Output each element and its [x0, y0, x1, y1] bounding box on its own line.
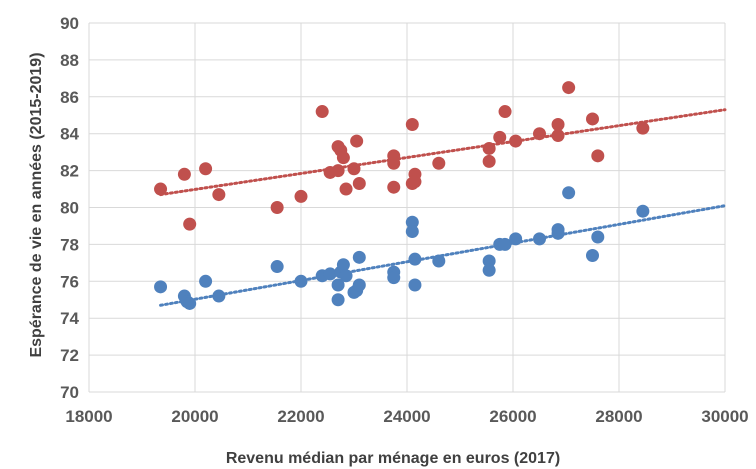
y-tick-label: 84 [60, 125, 79, 144]
data-point [509, 134, 523, 148]
data-point [482, 154, 496, 168]
data-point [562, 81, 576, 95]
data-point [294, 189, 308, 203]
data-point [212, 289, 226, 303]
data-point [154, 280, 168, 294]
y-tick-label: 90 [60, 14, 79, 33]
x-tick-label: 28000 [595, 407, 642, 426]
data-point [352, 177, 366, 191]
data-point [183, 296, 197, 310]
data-point [315, 105, 329, 119]
data-point [551, 226, 565, 240]
data-point [432, 156, 446, 170]
data-point [482, 141, 496, 155]
data-point [432, 254, 446, 268]
trendline [159, 204, 727, 307]
y-tick-label: 70 [60, 383, 79, 402]
data-point [493, 130, 507, 144]
x-tick-label: 22000 [277, 407, 324, 426]
trendlines [159, 108, 727, 307]
data-point [533, 127, 546, 141]
data-point [350, 134, 364, 148]
data-point [323, 267, 337, 281]
x-tick-label: 26000 [489, 407, 536, 426]
x-tick-label: 30000 [701, 407, 748, 426]
data-point [212, 188, 226, 202]
data-point [387, 156, 401, 170]
x-tick-label: 20000 [171, 407, 218, 426]
data-point [339, 269, 353, 283]
y-tick-label: 82 [60, 162, 79, 181]
data-point [591, 149, 605, 163]
data-point [336, 151, 350, 165]
data-point [509, 232, 523, 246]
data-point [347, 162, 361, 176]
data-point [482, 263, 496, 277]
data-point [405, 117, 419, 131]
y-tick-label: 74 [60, 309, 79, 328]
data-point [562, 186, 576, 200]
y-tick-label: 86 [60, 88, 79, 107]
data-point [586, 112, 599, 126]
y-tick-label: 72 [60, 346, 79, 365]
x-axis-title: Revenu médian par ménage en euros (2017) [226, 450, 560, 467]
y-axis-ticks: 70 72 74 76 78 80 82 84 86 88 90 [60, 14, 79, 402]
data-point [352, 278, 366, 292]
data-point [294, 274, 308, 288]
data-point [177, 167, 191, 181]
data-point [498, 105, 512, 119]
data-point [405, 215, 419, 229]
trendline [159, 108, 727, 197]
data-point [551, 117, 565, 131]
data-point [498, 237, 512, 251]
y-tick-label: 76 [60, 272, 79, 291]
data-point [405, 224, 419, 238]
data-point [154, 182, 168, 196]
x-tick-label: 18000 [65, 407, 112, 426]
x-tick-label: 24000 [383, 407, 430, 426]
y-tick-label: 78 [60, 235, 79, 254]
data-point [339, 182, 353, 196]
data-point [408, 278, 422, 292]
data-points [154, 81, 650, 310]
data-point [183, 217, 197, 231]
data-point [636, 121, 650, 135]
data-point [199, 162, 213, 176]
data-point [331, 164, 345, 178]
data-point [199, 274, 213, 288]
data-point [331, 278, 345, 292]
y-tick-label: 80 [60, 199, 79, 218]
gridlines [88, 22, 726, 393]
data-point [533, 232, 546, 246]
data-point [591, 230, 605, 244]
data-point [336, 258, 350, 272]
data-point [586, 248, 599, 262]
data-point [551, 129, 565, 143]
data-point [387, 180, 401, 194]
data-point [482, 254, 496, 268]
data-point [270, 260, 284, 274]
y-tick-label: 88 [60, 51, 79, 70]
data-point [352, 250, 366, 264]
x-axis-ticks: 18000 20000 22000 24000 26000 28000 30000 [65, 407, 748, 426]
y-axis-title: Espérance de vie en années (2015-2019) [28, 52, 45, 357]
data-point [408, 252, 422, 266]
data-point [636, 204, 650, 218]
data-point [387, 271, 401, 285]
data-point [408, 175, 422, 189]
data-point [331, 293, 345, 307]
data-point [270, 201, 284, 214]
